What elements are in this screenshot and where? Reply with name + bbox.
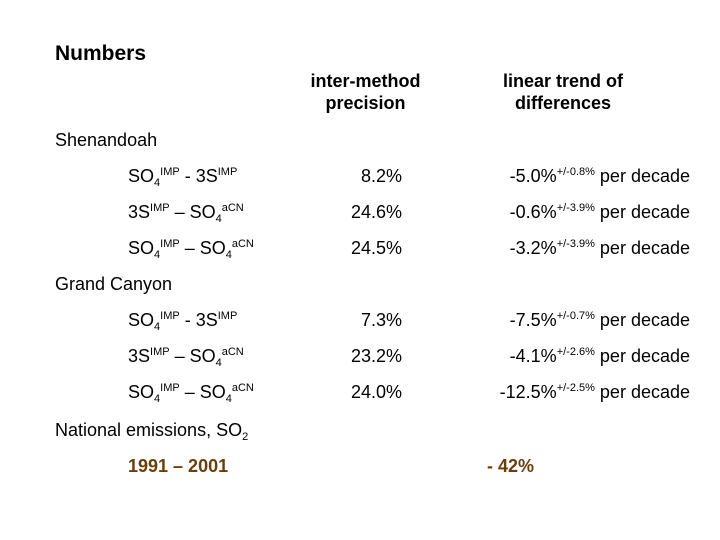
emissions-change: - 42% [487,456,535,476]
header-precision-line2: precision [325,93,406,113]
formula-a-sub: 4 [154,393,161,405]
formula-b-sub: 4 [225,393,232,405]
header-precision: inter-method precision [298,70,433,114]
formula: SO4IMP – SO4aCN [128,238,254,261]
trend-unit: per decade [599,310,690,330]
trend-unit: per decade [599,238,690,258]
formula-a: SO [128,310,155,330]
header-trend-line1: linear trend of [502,71,623,91]
formula: SO4IMP – SO4aCN [128,382,254,405]
formula-b: SO [189,346,216,366]
formula-b-sup: aCN [221,202,244,214]
formula-a: SO [128,166,155,186]
formula-a: SO [128,382,155,402]
formula-a-sub: 4 [154,177,161,189]
trend-unit: per decade [599,202,690,222]
formula-b-sub: 4 [225,249,232,261]
formula-b-sub: 4 [215,213,222,225]
formula-a: 3S [128,346,151,366]
emissions-period: 1991 – 2001 [128,456,229,476]
trend-number: -0.6% [509,202,557,222]
formula: 3SIMP – SO4aCN [128,346,244,369]
section-national-emissions: National emissions, SO2 [55,420,248,443]
trend-unit: per decade [599,346,690,366]
trend-number: -4.1% [509,346,557,366]
formula-a-sub: 4 [154,249,161,261]
formula-b-sup: aCN [231,382,254,394]
formula-a-sup: IMP [160,310,180,322]
formula-b: 3S [195,310,218,330]
formula-b-sup: aCN [221,346,244,358]
formula-a-sup: IMP [150,202,170,214]
formula-b-sup: IMP [217,310,238,322]
formula-op: – [169,202,190,222]
formula-a: 3S [128,202,151,222]
formula-op: - [179,166,196,186]
formula: SO4IMP - 3SIMP [128,310,237,333]
formula: 3SIMP – SO4aCN [128,202,244,225]
trend-number: -12.5% [499,382,557,402]
formula-op: – [179,238,200,258]
trend-value: -12.5%+/-2.5% per decade [462,382,690,403]
trend-number: -5.0% [509,166,557,186]
header-trend-line2: differences [514,93,612,113]
formula-b-sub: 4 [215,357,222,369]
formula-a: SO [128,238,155,258]
formula-op: – [179,382,200,402]
precision-value: 24.0% [350,382,402,402]
trend-value: -0.6%+/-3.9% per decade [462,202,690,223]
formula-a-sub: 4 [154,321,161,333]
formula-b-sup: aCN [231,238,254,250]
formula-a-sup: IMP [150,346,170,358]
formula-b: SO [199,382,226,402]
section-grand-canyon: Grand Canyon [55,274,173,294]
trend-error: +/-0.8% [556,166,595,178]
trend-error: +/-3.9% [556,238,595,250]
header-precision-line1: inter-method [310,71,421,91]
formula-op: – [169,346,190,366]
header-trend: linear trend of differences [478,70,648,114]
precision-value: 24.6% [350,202,402,222]
formula-b: SO [189,202,216,222]
page-title: Numbers [55,42,147,65]
formula: SO4IMP - 3SIMP [128,166,237,189]
formula-a-sup: IMP [160,166,180,178]
trend-error: +/-0.7% [556,310,595,322]
trend-value: -4.1%+/-2.6% per decade [462,346,690,367]
emissions-label-sub: 2 [242,431,249,443]
precision-value: 23.2% [350,346,402,366]
precision-value: 8.2% [360,166,402,186]
section-shenandoah: Shenandoah [55,130,158,150]
precision-value: 7.3% [360,310,402,330]
trend-value: -3.2%+/-3.9% per decade [462,238,690,259]
emissions-label: National emissions, SO [55,420,243,440]
trend-number: -7.5% [509,310,557,330]
formula-b-sup: IMP [217,166,238,178]
trend-value: -5.0%+/-0.8% per decade [462,166,690,187]
formula-a-sup: IMP [160,382,180,394]
formula-a-sup: IMP [160,238,180,250]
formula-b: 3S [195,166,218,186]
trend-unit: per decade [599,166,690,186]
formula-b: SO [199,238,226,258]
trend-error: +/-3.9% [556,202,595,214]
trend-number: -3.2% [509,238,557,258]
trend-value: -7.5%+/-0.7% per decade [462,310,690,331]
formula-op: - [179,310,196,330]
trend-error: +/-2.6% [556,346,595,358]
precision-value: 24.5% [350,238,402,258]
trend-unit: per decade [599,382,690,402]
trend-error: +/-2.5% [556,382,595,394]
